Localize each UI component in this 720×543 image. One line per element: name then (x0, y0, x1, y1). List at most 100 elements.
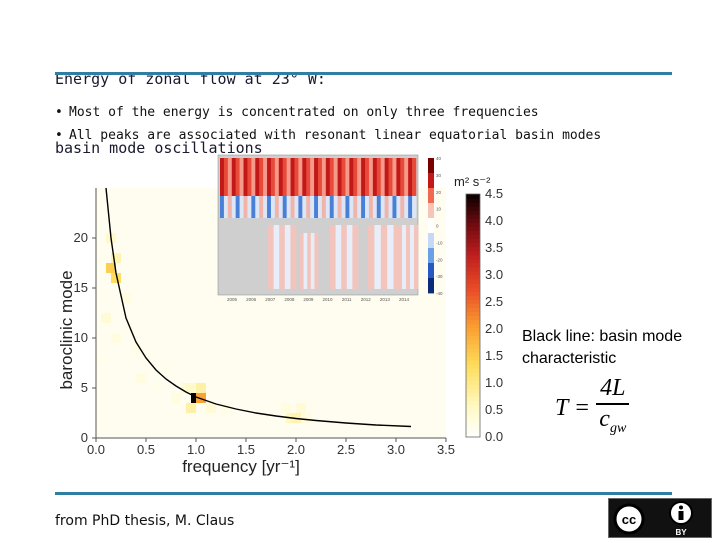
svg-text:cc: cc (622, 512, 636, 527)
inset-colorbar-segment (428, 248, 434, 264)
heatmap-cell (101, 313, 111, 323)
inset-data-stripe (235, 158, 240, 196)
inset-data-stripe (345, 158, 350, 196)
colorbar-segment (466, 214, 480, 219)
heatmap-cell (196, 383, 206, 393)
inset-data-stripe (368, 196, 374, 218)
inset-data-stripe (243, 158, 248, 196)
inset-data-stripe (352, 225, 359, 289)
inset-data-stripe (372, 158, 378, 196)
inset-data-stripe (387, 225, 394, 289)
inset-data-stripe (284, 225, 291, 289)
inset-data-stripe (329, 158, 334, 196)
heatmap-cell (146, 353, 156, 363)
by-person-icon (669, 501, 693, 525)
inset-data-stripe (376, 196, 382, 218)
inset-data-stripe (388, 196, 393, 218)
inset-data-stripe (357, 196, 362, 218)
inset-data-stripe (290, 225, 297, 289)
inset-data-stripe (318, 158, 323, 196)
inset-data-stripe (294, 196, 299, 218)
colorbar-tick-label: 2.0 (485, 321, 503, 336)
x-tick-label: 1.0 (187, 442, 205, 457)
x-tick-label: 3.0 (387, 442, 405, 457)
inset-data-stripe (353, 196, 358, 218)
inset-data-stripe (329, 196, 334, 218)
colorbar-segment (466, 347, 480, 353)
colorbar-segment (466, 331, 480, 337)
inset-data-stripe (270, 196, 276, 218)
inset-data-stripe (314, 233, 319, 289)
inset-data-stripe (341, 225, 348, 289)
bullet-item: • All peaks are associated with resonant … (55, 128, 602, 143)
inset-x-tick-label: 2008 (284, 297, 295, 302)
heatmap-cell (186, 383, 196, 393)
inset-data-stripe (408, 196, 413, 218)
inset-data-stripe (298, 196, 303, 218)
inset-colorbar-tick-label: 10 (436, 207, 442, 212)
inset-data-stripe (314, 158, 319, 196)
colorbar-segment (466, 319, 480, 325)
colorbar-segment (466, 315, 480, 321)
colorbar-segment (466, 230, 480, 235)
inset-data-stripe (321, 158, 327, 196)
inset-data-stripe (380, 225, 388, 289)
inset-data-stripe (404, 158, 409, 196)
colorbar-tick-label: 0.5 (485, 402, 503, 417)
inset-data-stripe (306, 158, 311, 196)
colorbar-segment (466, 335, 480, 341)
inset-data-stripe (396, 196, 401, 218)
inset-data-stripe (321, 196, 327, 218)
heatmap-cell (126, 323, 136, 333)
colorbar-segment (466, 339, 480, 345)
inset-colorbar-segment (428, 263, 434, 279)
figure-note: Black line: basin mode characteristic (522, 328, 683, 367)
colorbar-segment (466, 279, 480, 284)
heatmap-cell (206, 403, 216, 413)
inset-data-stripe (227, 158, 233, 196)
inset-colorbar-tick-label: 20 (436, 190, 442, 195)
colorbar-segment (466, 194, 480, 199)
inset-data-stripe (231, 158, 236, 196)
colorbar-segment (466, 202, 480, 207)
inset-data-stripe (223, 158, 229, 196)
x-tick-label: 0.5 (137, 442, 155, 457)
colorbar-tick-label: 2.5 (485, 294, 503, 309)
heatmap-cell (171, 393, 181, 403)
colorbar-segment (466, 254, 480, 260)
inset-colorbar-segment (428, 278, 434, 294)
colorbar-tick-label: 1.5 (485, 348, 503, 363)
colorbar-segment (466, 206, 480, 211)
inset-data-stripe (346, 225, 353, 289)
colorbar-tick-label: 4.0 (485, 213, 503, 228)
colorbar-frame (465, 193, 481, 438)
inset-data-stripe (273, 225, 280, 289)
inset-x-tick-label: 2007 (265, 297, 276, 302)
inset-colorbar-segment (428, 218, 434, 234)
inset-data-stripe (408, 158, 413, 196)
inset-data-stripe (298, 158, 303, 196)
colorbar-segment (466, 368, 480, 373)
colorbar-segment (466, 364, 480, 369)
inset-data-stripe (412, 158, 417, 196)
inset-data-stripe (349, 196, 354, 218)
inset-data-stripe (303, 233, 308, 289)
cc-by-license-badge[interactable]: cc BY (608, 498, 712, 538)
formula-fraction: 4L cgw (596, 375, 630, 443)
license-badge-graphic: cc BY (613, 501, 693, 537)
inset-data-stripe (392, 158, 397, 196)
formula-den-subscript: gw (609, 420, 627, 436)
colorbar-segment (466, 396, 480, 402)
inset-data-stripe (290, 158, 295, 196)
inset-data-stripe (393, 225, 401, 289)
y-tick-label: 10 (74, 330, 88, 345)
inset-data-stripe (314, 196, 319, 218)
colorbar-segment (466, 416, 480, 422)
slide-title: Energy of zonal flow at 23° W: basin mod… (55, 22, 326, 183)
colorbar-segment (466, 380, 480, 385)
colorbar-segment (466, 299, 480, 304)
heatmap-cell (111, 273, 121, 283)
inset-data-stripe (274, 158, 280, 196)
inset-data-stripe (357, 158, 362, 196)
colorbar-segment (466, 412, 480, 418)
